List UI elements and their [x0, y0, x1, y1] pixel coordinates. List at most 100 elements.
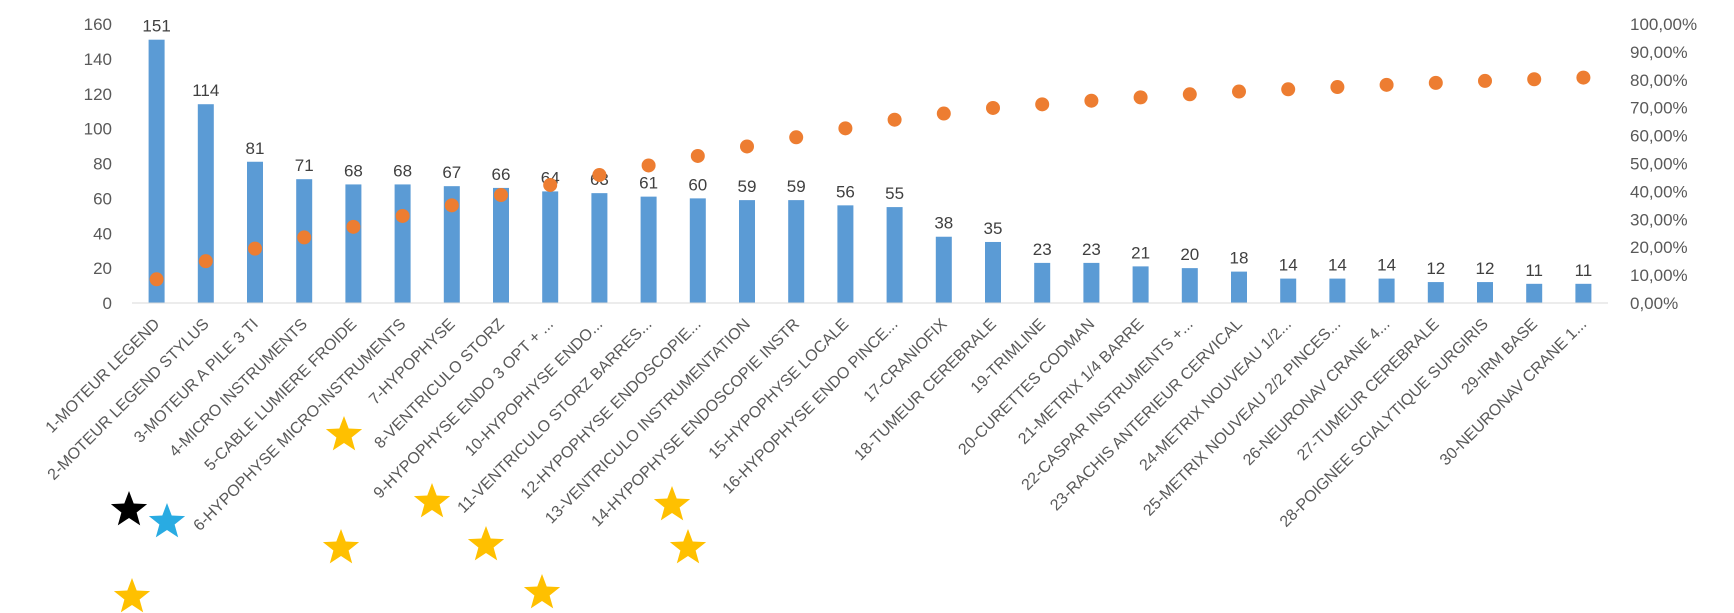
cumulative-point [149, 272, 164, 287]
bar-value-label: 68 [393, 161, 412, 180]
cumulative-point [740, 139, 754, 154]
right-tick-label: 60,00% [1630, 127, 1688, 146]
bar-value-label: 14 [1328, 256, 1347, 275]
star-icon [110, 491, 148, 526]
bar [1378, 278, 1395, 303]
cumulative-point [887, 112, 902, 127]
right-tick-label: 70,00% [1630, 99, 1688, 118]
bar [837, 205, 854, 303]
cumulative-point [1133, 90, 1148, 105]
bar-value-label: 56 [836, 182, 855, 201]
right-tick-label: 80,00% [1630, 71, 1688, 90]
left-tick-label: 100 [84, 120, 112, 139]
bar [247, 161, 263, 303]
bar [148, 39, 165, 303]
bar [886, 207, 903, 303]
cumulative-point [1527, 72, 1542, 87]
bar [640, 196, 657, 303]
bar [345, 184, 362, 303]
bar-value-label: 68 [344, 161, 363, 180]
star-icon [669, 529, 707, 564]
star-icon [322, 529, 360, 564]
star-icon [467, 526, 505, 561]
bar-value-label: 20 [1180, 245, 1199, 264]
bar-value-label: 12 [1476, 259, 1495, 278]
cumulative-point [986, 100, 1000, 115]
cumulative-point [1035, 97, 1050, 112]
bar [788, 200, 805, 303]
bar-value-label: 35 [984, 219, 1003, 238]
left-tick-label: 160 [84, 15, 112, 34]
bar-value-label: 55 [885, 184, 904, 203]
cumulative-point [297, 230, 312, 245]
left-y-axis-ticks: 0 20 40 60 80 100 120 140 160 [84, 15, 112, 313]
bar-value-label: 71 [295, 156, 314, 175]
bar [1575, 283, 1592, 303]
bar-value-label: 11 [1525, 261, 1543, 280]
bar [1132, 266, 1149, 303]
cumulative-point [1281, 82, 1296, 97]
cumulative-point [395, 208, 410, 223]
star-icon [413, 483, 451, 518]
left-tick-label: 80 [93, 155, 112, 174]
cumulative-point [444, 198, 459, 213]
right-tick-label: 10,00% [1630, 266, 1688, 285]
category-label: 17-CRANIOFIX [861, 316, 951, 406]
bar [739, 200, 755, 303]
cumulative-point [1478, 73, 1492, 88]
left-tick-label: 0 [103, 294, 112, 313]
right-tick-label: 20,00% [1630, 238, 1688, 257]
bar [689, 198, 706, 303]
cumulative-point [1084, 93, 1099, 108]
star-icon [148, 503, 186, 538]
bar [394, 184, 411, 303]
bar-value-label: 59 [787, 177, 806, 196]
star-icon [113, 578, 151, 613]
bar [443, 186, 460, 303]
right-tick-label: 50,00% [1630, 155, 1688, 174]
star-icon [653, 486, 691, 521]
bar-value-label: 23 [1033, 240, 1052, 259]
bar [542, 191, 559, 303]
bar-value-label: 14 [1377, 256, 1396, 275]
bar-value-label: 18 [1230, 249, 1249, 268]
cumulative-point [1232, 84, 1246, 99]
cumulative-point [1428, 75, 1443, 90]
bar [1181, 268, 1198, 303]
bar [197, 104, 214, 304]
bar [591, 193, 608, 303]
bar-value-label: 23 [1082, 240, 1101, 259]
bar [1427, 282, 1444, 303]
cumulative-point [1182, 87, 1197, 102]
right-tick-label: 40,00% [1630, 182, 1688, 201]
bar-value-label: 66 [492, 165, 511, 184]
category-label: 16-HYPOPHYSE ENDO PINCE... [720, 316, 902, 498]
bar-value-label: 12 [1426, 259, 1445, 278]
bar-value-label: 67 [442, 163, 461, 182]
cumulative-point [494, 188, 508, 203]
cumulative-point [789, 130, 804, 145]
left-tick-label: 20 [93, 259, 112, 278]
right-tick-label: 0,00% [1630, 294, 1678, 313]
right-tick-label: 100,00% [1630, 15, 1697, 34]
bar [935, 236, 952, 303]
bar [1477, 282, 1493, 303]
bar-value-label: 14 [1279, 256, 1298, 275]
left-tick-label: 120 [84, 85, 112, 104]
bar-value-label: 38 [934, 214, 953, 233]
cumulative-point [592, 167, 607, 182]
cumulative-point [641, 158, 656, 173]
bar-value-label: 151 [142, 17, 170, 36]
right-y-axis-ticks: 0,00% 10,00% 20,00% 30,00% 40,00% 50,00% 60,00… [1630, 15, 1697, 313]
cumulative-point [1576, 70, 1591, 85]
cumulative-points-series [149, 70, 1591, 287]
bar-value-label: 11 [1575, 261, 1593, 280]
right-tick-label: 90,00% [1630, 43, 1688, 62]
bar-value-label: 61 [639, 174, 658, 193]
right-tick-label: 30,00% [1630, 210, 1688, 229]
bar [1280, 278, 1297, 303]
bar [1034, 262, 1051, 303]
left-tick-label: 40 [93, 224, 112, 243]
